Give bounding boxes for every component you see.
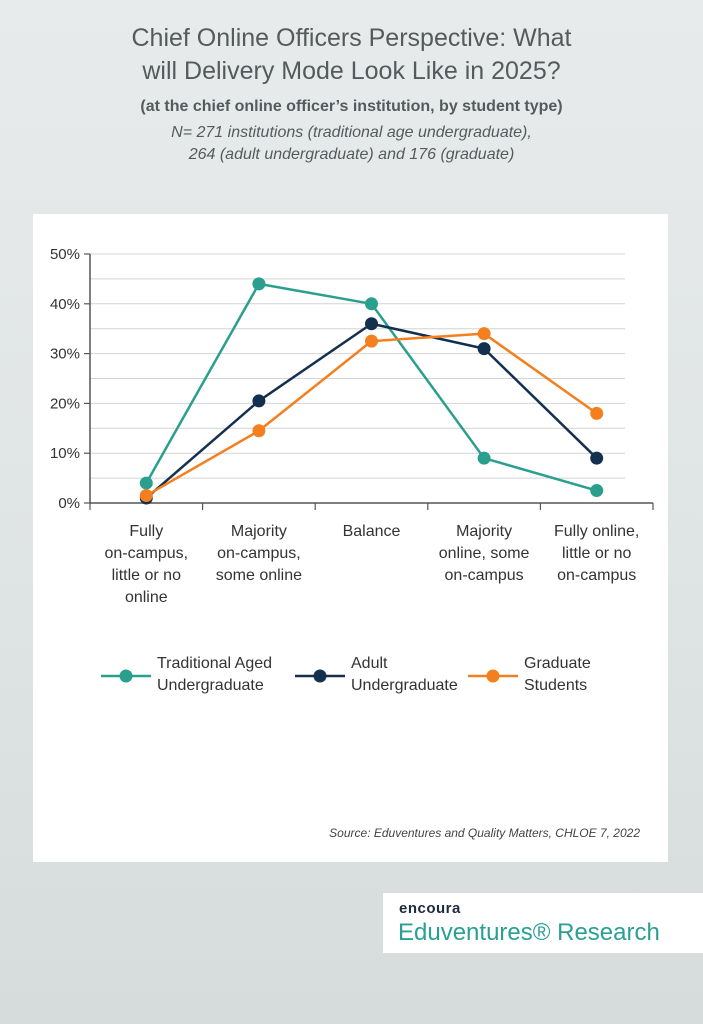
data-point-traditional-aged-undergraduate — [590, 484, 604, 498]
chart-card: 0% 10% 20% 30% 40% 50% Fully on-campus, little o… — [33, 214, 668, 862]
legend-marker — [313, 669, 327, 683]
title-line-2: will Delivery Mode Look Like in 2025? — [142, 57, 561, 85]
legend-marker — [119, 669, 133, 683]
x-tick-label: Majority online, some on-campus — [439, 523, 530, 584]
data-point-adult-undergraduate — [590, 451, 604, 465]
legend-label-graduate: Graduate Students — [524, 655, 591, 694]
legend-label-adult: Adult Undergraduate — [351, 655, 458, 694]
sample-note: N= 271 institutions (traditional age und… — [0, 122, 703, 166]
data-point-graduate-students — [365, 334, 378, 348]
data-point-adult-undergraduate — [252, 394, 266, 408]
line-chart: 0% 10% 20% 30% 40% 50% Fully on-campus, little o… — [50, 246, 654, 606]
legend-swatch-graduate — [468, 669, 518, 683]
x-tick-label: Fully on-campus, little or no online — [105, 523, 189, 606]
data-point-graduate-students — [139, 489, 153, 503]
source-note: Source: Eduventures and Quality Matters,… — [329, 826, 640, 840]
y-tick-label: 20% — [50, 395, 80, 412]
x-tick-label: Fully online, little or no on-campus — [554, 523, 639, 584]
legend-marker — [486, 669, 500, 683]
title-line-1: Chief Online Officers Perspective: What — [131, 24, 572, 52]
data-point-graduate-students — [252, 424, 266, 438]
y-tick-label: 10% — [50, 445, 80, 462]
data-point-graduate-students — [590, 406, 604, 420]
legend-swatch-traditional — [101, 669, 151, 683]
brand-logo-top: encoura — [399, 900, 461, 917]
series-line-traditional-aged-undergraduate — [145, 282, 598, 492]
x-tick-label: Majority on-campus, some online — [216, 523, 302, 584]
data-point-adult-undergraduate — [365, 317, 378, 331]
brand-logo-bottom: Eduventures® Research — [398, 919, 660, 946]
x-tick-label: Balance — [343, 523, 401, 540]
legend-label-traditional: Traditional Aged Undergraduate — [157, 655, 273, 694]
y-tick-label: 50% — [50, 246, 80, 263]
y-tick-label: 40% — [50, 296, 80, 313]
data-point-traditional-aged-undergraduate — [139, 476, 153, 490]
data-point-graduate-students — [477, 327, 491, 341]
sample-note-line-2: 264 (adult undergraduate) and 176 (gradu… — [188, 146, 515, 163]
chart-title: Chief Online Officers Perspective: What … — [0, 22, 703, 88]
data-point-traditional-aged-undergraduate — [252, 277, 266, 291]
sample-note-line-1: N= 271 institutions (traditional age und… — [171, 124, 532, 141]
y-tick-label: 0% — [58, 495, 80, 512]
chart-subtitle: (at the chief online officer’s instituti… — [140, 98, 563, 115]
y-tick-label: 30% — [50, 346, 80, 363]
data-point-traditional-aged-undergraduate — [365, 297, 378, 311]
data-point-adult-undergraduate — [477, 342, 491, 356]
legend-swatch-adult — [295, 669, 345, 683]
brand-logo: encoura Eduventures® Research — [383, 893, 703, 953]
data-point-traditional-aged-undergraduate — [477, 451, 491, 465]
